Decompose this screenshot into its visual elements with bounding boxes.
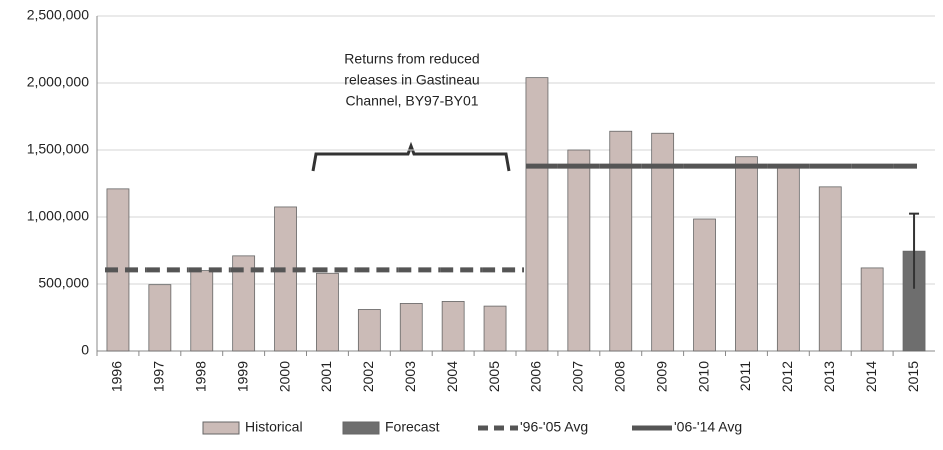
x-tick-label: 2003 bbox=[402, 361, 418, 392]
x-tick-label: 2005 bbox=[486, 361, 502, 392]
x-tick-label: 2004 bbox=[444, 361, 460, 392]
x-tick-label: 2001 bbox=[318, 361, 334, 392]
x-tick-label: 2002 bbox=[360, 361, 376, 392]
legend-label: '06-'14 Avg bbox=[674, 419, 742, 435]
legend-label: '96-'05 Avg bbox=[520, 419, 588, 435]
bar bbox=[776, 164, 800, 352]
x-tick-label: 1998 bbox=[192, 361, 208, 392]
annotation: Channel, BY97-BY01 bbox=[345, 93, 478, 109]
y-tick-label: 1,000,000 bbox=[27, 208, 89, 224]
bar bbox=[525, 77, 549, 352]
bar bbox=[818, 186, 842, 352]
x-tick-label: 1999 bbox=[234, 361, 250, 392]
x-tick-label: 1996 bbox=[109, 361, 125, 392]
bar bbox=[399, 303, 423, 352]
x-tick-label: 2009 bbox=[653, 361, 669, 392]
bar bbox=[735, 156, 758, 352]
y-tick-label: 500,000 bbox=[38, 275, 89, 291]
x-tick-label: 2015 bbox=[905, 361, 921, 392]
bar bbox=[148, 284, 172, 352]
bar bbox=[609, 130, 633, 352]
x-tick-label: 2011 bbox=[737, 361, 753, 391]
brace bbox=[311, 141, 511, 172]
bar bbox=[483, 305, 507, 352]
bar bbox=[567, 149, 591, 352]
bar bbox=[232, 255, 256, 352]
legend-label: Historical bbox=[245, 419, 303, 435]
bar bbox=[316, 272, 339, 352]
bar bbox=[651, 132, 675, 352]
x-tick-label: 2010 bbox=[695, 361, 711, 392]
bar bbox=[274, 206, 297, 352]
x-tick-label: 2008 bbox=[611, 361, 627, 392]
x-tick-label: 2013 bbox=[821, 361, 837, 392]
annotation: releases in Gastineau bbox=[344, 72, 479, 88]
annotation: Returns from reduced bbox=[344, 51, 479, 67]
y-tick-label: 1,500,000 bbox=[27, 141, 89, 157]
x-tick-label: 2000 bbox=[276, 361, 292, 392]
legend-swatch bbox=[342, 421, 380, 435]
bar bbox=[693, 218, 716, 352]
legend-label: Forecast bbox=[385, 419, 440, 435]
y-tick-label: 0 bbox=[81, 342, 89, 358]
x-tick-label: 2014 bbox=[863, 361, 879, 392]
y-tick-label: 2,000,000 bbox=[27, 74, 89, 90]
bar bbox=[860, 267, 884, 352]
x-tick-label: 2006 bbox=[528, 361, 544, 392]
y-tick-label: 2,500,000 bbox=[27, 7, 89, 23]
bar bbox=[357, 309, 381, 352]
bar bbox=[441, 301, 465, 352]
legend-swatch bbox=[202, 421, 240, 435]
x-tick-label: 1997 bbox=[151, 361, 167, 392]
bar bbox=[190, 270, 214, 352]
x-tick-label: 2012 bbox=[779, 361, 795, 392]
x-tick-label: 2007 bbox=[570, 361, 586, 392]
